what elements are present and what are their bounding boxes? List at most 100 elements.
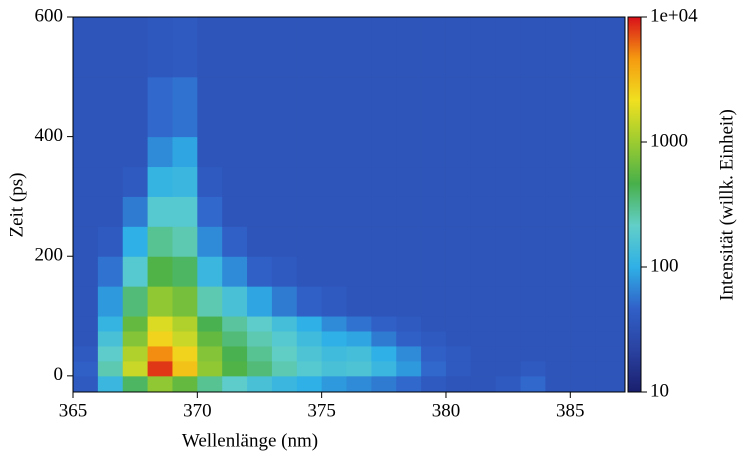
heat-cell — [595, 375, 626, 393]
heat-cell — [495, 345, 522, 362]
heat-cell — [73, 375, 99, 393]
heat-cell — [97, 316, 124, 332]
heat-cell — [520, 330, 546, 347]
heat-cell — [570, 76, 596, 138]
heat-cell — [371, 166, 397, 197]
heat-cell — [421, 360, 447, 377]
heat-cell — [247, 17, 273, 78]
heat-cell — [247, 286, 273, 317]
heat-cell — [570, 226, 596, 257]
heat-cell — [470, 166, 497, 197]
heat-cell — [122, 316, 149, 332]
heat-cell — [197, 330, 223, 347]
heat-cell — [97, 166, 124, 197]
heat-cell — [247, 136, 273, 168]
heat-cell — [271, 256, 298, 287]
heat-cell — [296, 360, 323, 377]
heat-cell — [421, 316, 447, 332]
heat-cell — [147, 226, 173, 257]
heat-cell — [396, 166, 422, 197]
heat-cell — [470, 196, 497, 227]
heat-cell — [346, 226, 372, 257]
heat-cell — [147, 17, 173, 78]
heat-cell — [122, 330, 149, 347]
heat-cell — [595, 286, 626, 317]
heat-cell — [396, 286, 422, 317]
y-tick-label: 400 — [35, 125, 64, 146]
heat-cell — [346, 345, 372, 362]
heat-cell — [122, 17, 149, 78]
heat-cell — [495, 256, 522, 287]
heat-cell — [371, 316, 397, 332]
heat-cell — [73, 330, 99, 347]
y-tick-label: 0 — [54, 364, 64, 385]
heat-cell — [495, 76, 522, 138]
heat-cell — [73, 226, 99, 257]
heat-cell — [172, 316, 198, 332]
heat-cell — [97, 226, 124, 257]
heat-cell — [495, 330, 522, 347]
heat-cell — [271, 166, 298, 197]
heat-cell — [421, 226, 447, 257]
heat-cell — [73, 166, 99, 197]
heat-cell — [222, 136, 248, 168]
heat-cell — [371, 256, 397, 287]
heat-cell — [470, 17, 497, 78]
heat-cell — [73, 136, 99, 168]
heat-cell — [271, 136, 298, 168]
colorbar-title: Intensität (willk. Einheit) — [716, 109, 737, 301]
heat-cell — [296, 196, 323, 227]
heat-cell — [296, 136, 323, 168]
heat-cell — [520, 76, 546, 138]
heat-cell — [321, 286, 348, 317]
heat-cell — [247, 226, 273, 257]
heat-cell — [97, 17, 124, 78]
heat-cell — [545, 136, 571, 168]
heat-cell — [570, 330, 596, 347]
heat-cell — [122, 345, 149, 362]
heat-cell — [247, 345, 273, 362]
heat-cell — [172, 17, 198, 78]
heat-cell — [172, 360, 198, 377]
heat-cell — [172, 196, 198, 227]
heat-cell — [346, 360, 372, 377]
heat-cell — [520, 166, 546, 197]
heat-cell — [495, 196, 522, 227]
heat-cell — [421, 330, 447, 347]
heat-cell — [321, 330, 348, 347]
heat-cell — [247, 375, 273, 393]
heat-cell — [296, 76, 323, 138]
heat-cell — [222, 76, 248, 138]
heat-cell — [222, 330, 248, 347]
heat-cell — [321, 166, 348, 197]
heat-cell — [545, 76, 571, 138]
heat-cell — [122, 375, 149, 393]
heat-cell — [396, 375, 422, 393]
heat-cell — [595, 316, 626, 332]
heat-cell — [321, 136, 348, 168]
heat-cell — [371, 196, 397, 227]
heat-cell — [222, 166, 248, 197]
heat-cell — [197, 360, 223, 377]
heat-cell — [271, 286, 298, 317]
heat-cell — [172, 256, 198, 287]
heat-cell — [321, 375, 348, 393]
heat-cell — [321, 345, 348, 362]
heat-cell — [222, 316, 248, 332]
heat-cell — [271, 226, 298, 257]
heat-cell — [122, 196, 149, 227]
heat-cell — [271, 17, 298, 78]
heat-cell — [545, 166, 571, 197]
heat-cell — [545, 286, 571, 317]
heat-cell — [371, 17, 397, 78]
heat-cell — [595, 360, 626, 377]
heat-cell — [321, 76, 348, 138]
heat-cell — [495, 360, 522, 377]
heat-cell — [346, 316, 372, 332]
heat-cell — [495, 166, 522, 197]
heat-cell — [421, 286, 447, 317]
heat-cell — [172, 375, 198, 393]
heat-cell — [122, 76, 149, 138]
heat-cell — [147, 166, 173, 197]
heat-cell — [197, 196, 223, 227]
